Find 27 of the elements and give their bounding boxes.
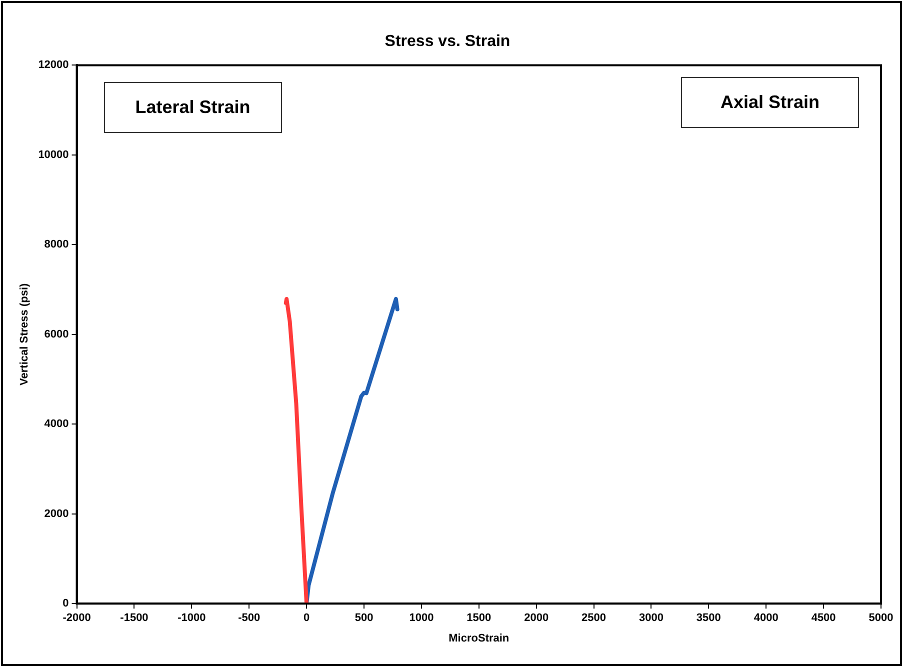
x-tick-label: 0 [304, 612, 310, 624]
x-tick-label: 3500 [696, 612, 721, 624]
y-tick-label: 0 [62, 598, 69, 610]
x-tick-label: 500 [354, 612, 374, 624]
x-tick-label: 5000 [868, 612, 894, 624]
x-tick-label: -2000 [62, 612, 91, 624]
annotation: Axial Strain [681, 77, 859, 128]
y-tick-label: 10000 [38, 148, 69, 161]
x-tick-label: -1500 [120, 612, 148, 624]
y-tick-label: 6000 [44, 328, 69, 340]
y-tick-label: 8000 [44, 238, 69, 251]
chart-title: Stress vs. Strain [384, 33, 510, 50]
x-tick-label: 4000 [754, 612, 778, 624]
y-tick-label: 12000 [38, 59, 69, 72]
x-tick-label: 1000 [409, 612, 434, 624]
x-tick-label: 4500 [811, 612, 836, 624]
x-tick-label: -1000 [178, 612, 206, 624]
annotation: Lateral Strain [104, 82, 282, 134]
x-tick-label: -500 [238, 612, 260, 624]
y-axis-title: Vertical Stress (psi) [18, 283, 31, 386]
x-axis-title: MicroStrain [448, 632, 510, 644]
x-tick-label: 3000 [638, 612, 664, 624]
y-tick-label: 4000 [44, 418, 69, 430]
y-tick-label: 2000 [44, 508, 69, 520]
x-tick-label: 2000 [524, 612, 549, 624]
x-tick-label: 1500 [466, 612, 492, 624]
x-tick-label: 2500 [582, 612, 606, 624]
